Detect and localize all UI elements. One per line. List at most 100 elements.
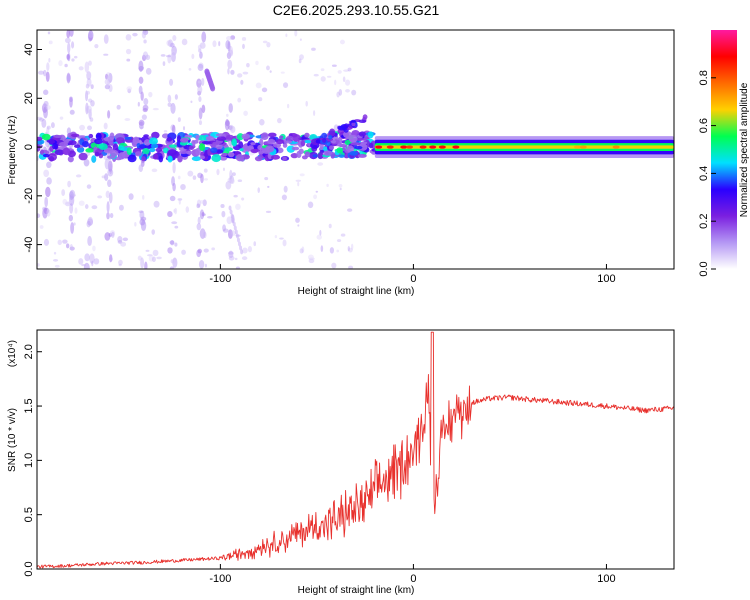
clutter-mark: [75, 174, 82, 178]
clutter-mark: [46, 209, 51, 217]
clutter-mark: [62, 239, 68, 244]
echo-mark: [143, 134, 149, 138]
echo-mark: [167, 155, 173, 163]
clutter-mark: [65, 243, 70, 249]
clutter-mark: [167, 210, 173, 218]
clutter-mark: [297, 224, 300, 227]
clutter-mark: [86, 71, 92, 81]
clutter-mark: [84, 204, 89, 210]
clutter-mark: [94, 44, 99, 49]
clutter-mark: [178, 198, 181, 205]
clutter-mark: [104, 173, 109, 181]
clutter-mark: [185, 206, 190, 213]
clutter-mark: [69, 246, 75, 251]
clutter-mark: [336, 239, 342, 242]
clutter-mark: [125, 34, 132, 41]
echo-mark: [91, 155, 97, 163]
clutter-mark: [198, 259, 205, 269]
echo-mark: [328, 134, 333, 140]
clutter-mark: [118, 263, 122, 267]
clutter-mark: [238, 241, 242, 247]
clutter-mark: [105, 190, 110, 199]
echo-mark: [85, 148, 95, 153]
clutter-mark: [140, 126, 144, 129]
clutter-mark: [177, 117, 181, 123]
clutter-mark: [118, 259, 123, 266]
clutter-mark: [69, 109, 75, 115]
x-tick-label: 100: [597, 573, 615, 585]
echo-mark: [270, 154, 281, 160]
echo-mark: [59, 141, 69, 148]
echo-mark: [199, 143, 206, 151]
echo-mark: [109, 132, 115, 141]
clutter-mark: [274, 235, 278, 239]
clutter-mark: [338, 183, 343, 188]
clutter-mark: [132, 32, 138, 37]
clutter-mark: [308, 258, 315, 264]
echo-mark: [124, 136, 132, 140]
echo-mark: [279, 135, 284, 139]
clutter-mark: [351, 89, 357, 96]
echo-mark: [195, 134, 200, 139]
echo-mark: [292, 134, 301, 142]
echo-mark: [197, 134, 207, 141]
clutter-mark: [43, 100, 49, 107]
clutter-mark: [153, 200, 160, 208]
snr-series-line: [37, 331, 674, 569]
clutter-mark: [68, 214, 74, 222]
clutter-mark: [198, 96, 202, 103]
clutter-mark: [259, 119, 265, 126]
echo-mark: [68, 140, 77, 146]
clutter-mark: [181, 249, 186, 255]
clutter-mark: [279, 237, 284, 240]
echo-mark: [273, 142, 282, 148]
clutter-mark: [320, 68, 325, 72]
clutter-mark: [171, 124, 176, 135]
clutter-mark: [282, 239, 287, 247]
echo-mark: [349, 150, 359, 156]
clutter-mark: [65, 201, 72, 205]
clutter-mark: [86, 220, 91, 228]
snr-plot-area: [37, 330, 674, 569]
clutter-mark: [88, 60, 92, 66]
clutter-mark: [182, 126, 186, 131]
clutter-mark: [91, 205, 98, 210]
carrier-peak: [612, 145, 620, 149]
snr-x-ticks: -100 0 100: [209, 564, 616, 585]
clutter-mark: [242, 71, 249, 75]
clutter-mark: [299, 173, 305, 177]
clutter-mark: [211, 247, 215, 251]
clutter-mark: [334, 79, 337, 86]
echo-mark: [225, 134, 234, 140]
spectrogram-y-label: Frequency (Hz): [7, 116, 18, 185]
clutter-mark: [103, 53, 109, 56]
clutter-mark: [197, 248, 203, 254]
clutter-mark: [74, 207, 78, 214]
clutter-mark: [351, 243, 354, 250]
clutter-mark: [109, 213, 114, 219]
clutter-mark: [138, 164, 144, 172]
carrier-peak: [419, 145, 427, 149]
clutter-mark: [328, 223, 332, 229]
spectrogram-panel: -100 0 100 -40 -20 0 20 40 Height of straight …: [7, 29, 675, 297]
clutter-mark: [84, 253, 90, 262]
echo-mark: [275, 138, 285, 145]
echo-mark: [351, 122, 356, 127]
clutter-mark: [336, 91, 340, 98]
clutter-mark: [62, 198, 68, 205]
carrier-peak: [386, 145, 394, 149]
clutter-mark: [116, 104, 121, 110]
echo-mark: [350, 142, 360, 146]
clutter-mark: [221, 210, 226, 218]
echo-mark: [317, 152, 324, 160]
echo-mark: [239, 148, 244, 152]
echo-mark: [81, 140, 89, 148]
clutter-mark: [41, 118, 47, 128]
echo-mark: [254, 156, 263, 162]
clutter-mark: [86, 90, 90, 95]
x-tick-label: 100: [597, 273, 615, 285]
clutter-mark: [67, 42, 71, 54]
clutter-mark: [69, 97, 73, 108]
clutter-mark: [201, 77, 205, 86]
clutter-mark: [86, 78, 92, 87]
